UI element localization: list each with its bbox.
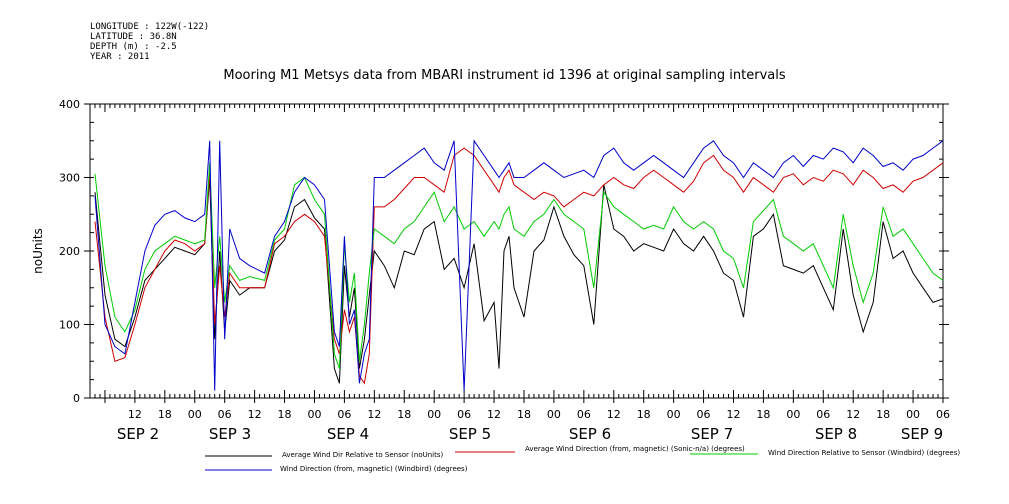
x-tick-label: 18	[756, 408, 770, 421]
y-tick-label: 200	[59, 245, 80, 258]
x-tick-label: 18	[397, 408, 411, 421]
legend-label-2: Average Wind Direction (from, magnetic) …	[525, 445, 745, 453]
x-tick-label: 18	[158, 408, 172, 421]
legend-label-4: Wind Direction (from, magnetic) (Windbir…	[280, 465, 468, 473]
x-date-label: SEP 4	[327, 425, 369, 443]
x-tick-label: 18	[278, 408, 292, 421]
latitude-text: LATITUDE : 36.8N	[90, 32, 177, 42]
x-date-label: SEP 2	[117, 425, 159, 443]
x-date-label: SEP 7	[691, 425, 733, 443]
y-tick-label: 300	[59, 172, 80, 185]
y-tick-label: 400	[59, 98, 80, 111]
y-axis-label: noUnits	[31, 228, 45, 274]
metadata-block: LONGITUDE : 122W(-122) LATITUDE : 36.8N …	[90, 22, 209, 62]
x-tick-label: 12	[487, 408, 501, 421]
x-tick-label: 06	[457, 408, 471, 421]
x-tick-label: 00	[188, 408, 202, 421]
x-tick-label: 06	[577, 408, 591, 421]
x-tick-label: 18	[876, 408, 890, 421]
x-tick-label: 12	[846, 408, 860, 421]
x-tick-label: 12	[248, 408, 262, 421]
x-tick-label: 18	[637, 408, 651, 421]
x-tick-label: 12	[607, 408, 621, 421]
series-line-3	[94, 162, 944, 369]
x-date-label: SEP 8	[815, 425, 857, 443]
x-tick-label: 12	[128, 408, 142, 421]
chart-title: Mooring M1 Metsys data from MBARI instru…	[223, 68, 786, 83]
longitude-text: LONGITUDE : 122W(-122)	[90, 22, 210, 32]
x-tick-label: 06	[936, 408, 950, 421]
y-tick-label: 0	[73, 392, 80, 405]
x-tick-label: 06	[218, 408, 232, 421]
x-tick-label: 12	[367, 408, 381, 421]
series-line-4	[94, 139, 944, 391]
x-tick-label: 00	[547, 408, 561, 421]
x-tick-label: 06	[816, 408, 830, 421]
x-tick-label: 00	[307, 408, 321, 421]
x-tick-label: 18	[517, 408, 531, 421]
x-tick-label: 00	[786, 408, 800, 421]
y-tick-label: 100	[59, 319, 80, 332]
x-tick-label: 06	[337, 408, 351, 421]
x-date-label: SEP 9	[901, 425, 943, 443]
x-tick-label: 00	[667, 408, 681, 421]
x-tick-label: 00	[427, 408, 441, 421]
depth-text: DEPTH (m) : -2.5	[90, 42, 177, 52]
x-tick-label: 00	[906, 408, 920, 421]
x-date-label: SEP 3	[209, 425, 251, 443]
x-date-label: SEP 6	[569, 425, 611, 443]
series-line-1	[94, 177, 944, 384]
x-date-label: SEP 5	[449, 425, 491, 443]
x-tick-label: 12	[726, 408, 740, 421]
legend-label-1: Average Wind Dir Relative to Sensor (noU…	[282, 451, 443, 459]
legend-label-3: Wind Direction Relative to Sensor (Windb…	[768, 449, 960, 457]
year-text: YEAR : 2011	[90, 52, 150, 62]
x-tick-label: 06	[697, 408, 711, 421]
